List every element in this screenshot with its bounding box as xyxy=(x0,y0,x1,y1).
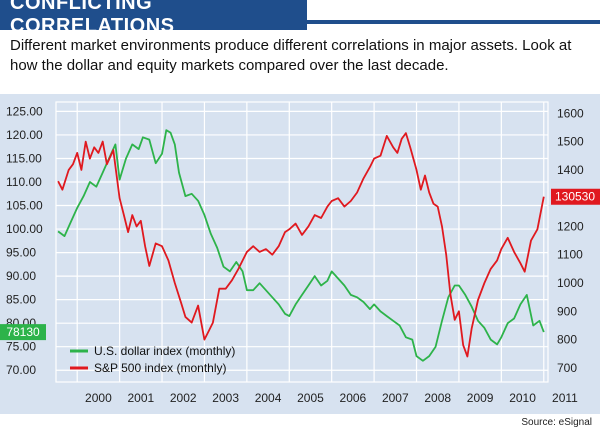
left-tick-label: 70.00 xyxy=(6,363,36,377)
plot-frame xyxy=(55,101,549,383)
line-chart: 70.0075.0080.0085.0090.0095.00100.00105.… xyxy=(0,94,600,414)
right-tick-label: 1600 xyxy=(557,106,584,120)
left-tick-label: 125.00 xyxy=(6,104,43,118)
left-tick-label: 115.00 xyxy=(6,151,42,165)
x-tick-label: 2002 xyxy=(170,391,197,405)
dollar-index-line xyxy=(57,129,545,362)
left-tick-label: 105.00 xyxy=(6,199,43,213)
dollar-last-value: 78130 xyxy=(6,325,40,339)
right-tick-label: 1000 xyxy=(557,276,584,290)
sp500-last-value: 130530 xyxy=(555,190,595,204)
x-tick-label: 2004 xyxy=(255,391,282,405)
chart-panel xyxy=(0,94,600,414)
x-tick-label: 2007 xyxy=(382,391,409,405)
left-tick-label: 100.00 xyxy=(6,222,43,236)
title-rule xyxy=(307,20,600,24)
sp500-index-line xyxy=(57,132,545,358)
x-tick-label: 2001 xyxy=(127,391,154,405)
x-tick-label: 2003 xyxy=(212,391,239,405)
last-value-labels: 78130 130530 xyxy=(0,188,600,341)
x-axis-ticks: 2000 2001 2002 2003 2004 2005 2006 2007 2008 2009… xyxy=(85,391,578,405)
right-tick-label: 1200 xyxy=(557,219,584,233)
dollar-last-value-box xyxy=(0,324,46,341)
title-bar: CONFLICTING CORRELATIONS xyxy=(0,0,600,37)
right-tick-label: 1500 xyxy=(557,135,584,149)
right-tick-label: 1400 xyxy=(557,163,584,177)
x-tick-label: 2009 xyxy=(467,391,494,405)
source-note: Source: eSignal xyxy=(521,417,592,428)
left-tick-label: 75.00 xyxy=(6,340,36,354)
x-tick-label: 2006 xyxy=(340,391,367,405)
legend: U.S. dollar index (monthly) S&P 500 index… xyxy=(70,344,235,375)
left-tick-label: 90.00 xyxy=(6,269,36,283)
x-tick-label: 2005 xyxy=(297,391,324,405)
left-tick-label: 110.00 xyxy=(6,175,42,189)
x-tick-label: 2008 xyxy=(424,391,451,405)
x-tick-label: 2000 xyxy=(85,391,112,405)
chart-area: 70.00 75.00 80.00 85.00 90.00 95.00 100.00 105.… xyxy=(0,94,600,414)
sp500-last-value-box xyxy=(551,188,600,205)
series-layer xyxy=(57,129,545,362)
legend-label-dollar: U.S. dollar index (monthly) xyxy=(94,344,235,358)
x-tick-label: 2010 xyxy=(509,391,536,405)
left-tick-label: 95.00 xyxy=(6,246,36,260)
left-tick-label: 85.00 xyxy=(6,293,36,307)
x-tick-label: 2011 xyxy=(552,391,578,405)
right-tick-label: 900 xyxy=(557,304,577,318)
chart-subtitle: Different market environments produce di… xyxy=(10,37,572,74)
left-tick-label: 120.00 xyxy=(6,128,43,142)
legend-label-sp500: S&P 500 index (monthly) xyxy=(94,361,227,375)
right-tick-label: 700 xyxy=(557,361,577,375)
right-tick-label: 800 xyxy=(557,333,577,347)
chart-title: CONFLICTING CORRELATIONS xyxy=(0,0,307,37)
right-tick-label: 1100 xyxy=(557,248,583,262)
